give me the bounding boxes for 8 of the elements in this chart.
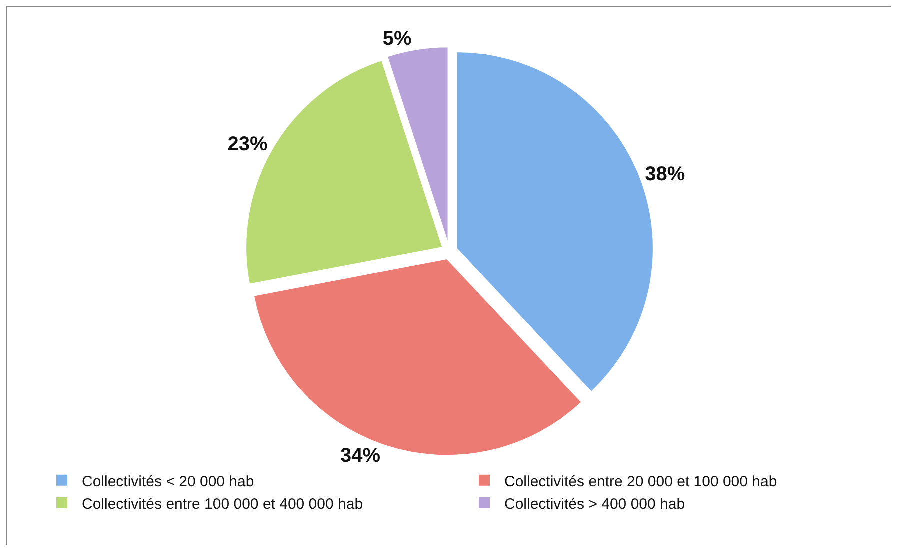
legend-label: Collectivités entre 100 000 et 400 000 hab	[82, 496, 364, 513]
data-label: 23%	[228, 134, 268, 156]
data-label: 38%	[645, 164, 686, 186]
data-label: 34%	[340, 444, 381, 467]
legend-label: Collectivités entre 20 000 et 100 000 hab	[504, 473, 778, 490]
legend-label: Collectivités < 20 000 hab	[82, 473, 254, 490]
legend-label: Collectivités > 400 000 hab	[504, 496, 686, 513]
data-label: 5%	[382, 28, 412, 50]
